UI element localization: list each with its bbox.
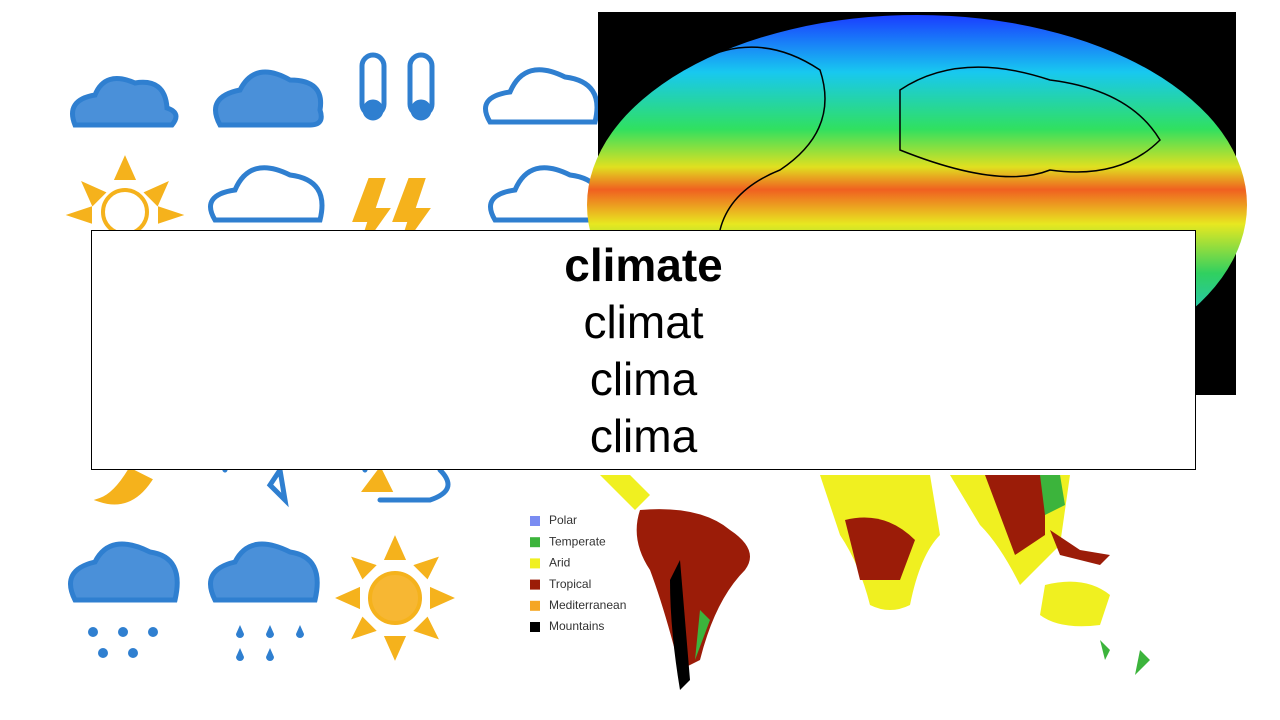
legend-label: Temperate	[549, 534, 606, 548]
legend-swatch	[530, 579, 540, 590]
legend-label: Arid	[549, 556, 570, 570]
translation: clima	[589, 353, 698, 405]
legend-label: Tropical	[549, 577, 591, 591]
legend-swatch	[530, 600, 540, 611]
legend-label: Mountains	[549, 619, 604, 633]
climate-map	[502, 470, 1182, 690]
legend-label: Mediterranean	[549, 598, 626, 612]
legend-swatch	[530, 558, 540, 569]
climate-legend: Polar Temperate Arid Tropical Mediterranean M…	[530, 513, 626, 633]
legend-swatch	[530, 537, 540, 548]
sun-icons	[65, 155, 455, 661]
text-box: climate climat clima clima	[91, 230, 1196, 470]
legend-swatch	[530, 622, 540, 632]
coastlines	[699, 46, 1161, 231]
precipitation	[88, 625, 304, 661]
term: climate	[564, 239, 723, 291]
translation: climat	[583, 296, 704, 348]
legend-label: Polar	[549, 513, 577, 527]
translation: clima	[589, 410, 698, 462]
legend-swatch	[530, 516, 540, 526]
